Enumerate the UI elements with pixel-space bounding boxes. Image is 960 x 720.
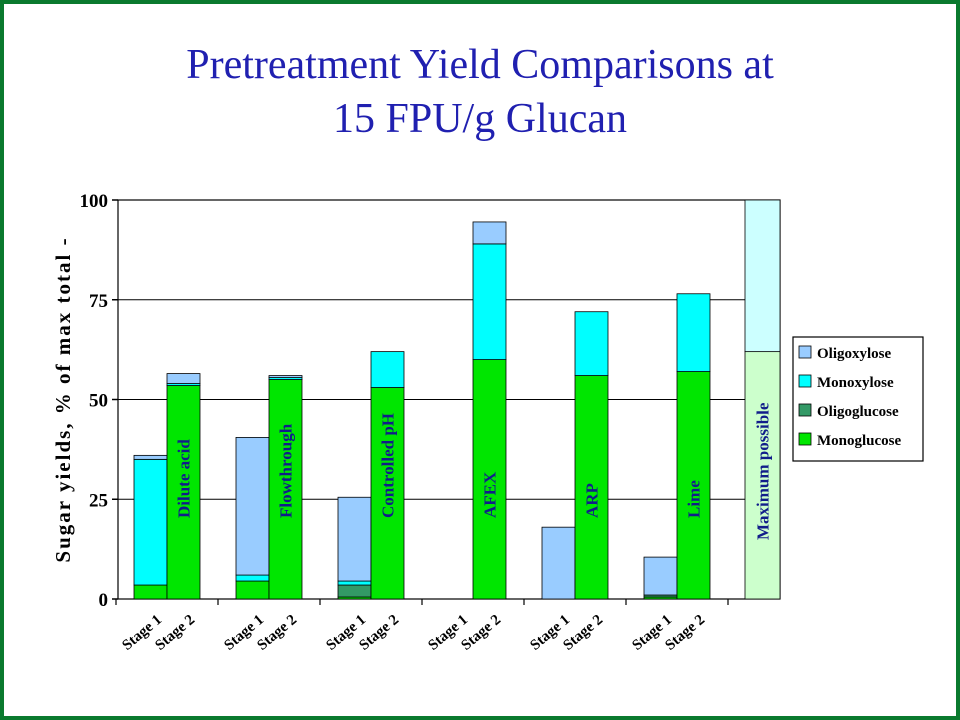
y-tick-label: 0 — [99, 590, 109, 611]
bar-monoxylose — [370, 351, 405, 388]
bar-oligoxylose — [133, 454, 168, 460]
pretreatment-label: ARP — [583, 483, 602, 518]
bar-monoglucose — [574, 375, 609, 600]
legend-swatch — [798, 374, 812, 388]
bar-oligoxylose — [472, 221, 507, 245]
bar-monoxylose — [574, 311, 609, 376]
bar-monoxylose — [472, 243, 507, 360]
bar-oligoxylose — [235, 437, 270, 576]
bar-monoglucose — [268, 379, 303, 600]
bar-oligoglucose — [337, 584, 372, 598]
legend-entry: Oligoglucose — [817, 404, 899, 420]
bar-monoglucose — [370, 387, 405, 600]
legend-swatch — [798, 403, 812, 417]
y-tick-label: 75 — [89, 291, 108, 312]
y-tick-label: 50 — [89, 391, 108, 412]
legend-swatch — [798, 432, 812, 446]
bar-oligoxylose — [268, 375, 303, 378]
bar-oligoxylose — [166, 373, 201, 384]
bar-monoglucose — [472, 359, 507, 600]
bar-monoglucose — [133, 584, 168, 600]
page-title: Pretreatment Yield Comparisons at 15 FPU… — [4, 38, 956, 146]
y-axis-label: Sugar yields, % of max total - — [51, 236, 75, 562]
legend-swatch — [798, 345, 812, 359]
bar-maximum-glucose — [744, 351, 781, 600]
pretreatment-label: Lime — [685, 480, 704, 518]
pretreatment-label: AFEX — [481, 471, 500, 518]
bar-monoxylose — [235, 574, 270, 582]
bar-monoxylose — [337, 580, 372, 586]
legend-entry: Monoglucose — [817, 433, 902, 449]
bar-monoxylose — [676, 293, 711, 372]
y-tick-label: 25 — [89, 490, 108, 511]
bar-monoglucose — [676, 371, 711, 600]
bar-monoxylose — [133, 458, 168, 586]
bar-oligoxylose — [541, 526, 576, 600]
legend-entry: Oligoxylose — [817, 346, 892, 362]
bar-oligoxylose — [337, 496, 372, 582]
bar-maximum-xylose — [744, 199, 781, 353]
pretreatment-label: Flowthrough — [277, 423, 296, 518]
bar-monoglucose — [235, 580, 270, 600]
title-line-1: Pretreatment Yield Comparisons at — [186, 42, 774, 88]
pretreatment-label: Controlled pH — [379, 413, 398, 518]
bar-oligoxylose — [643, 556, 678, 596]
legend — [792, 336, 924, 462]
y-tick-label: 100 — [80, 191, 109, 212]
pretreatment-label: Dilute acid — [175, 439, 194, 518]
legend-entry: Monoxylose — [817, 375, 894, 391]
title-line-2: 15 FPU/g Glucan — [333, 96, 627, 142]
maximum-label: Maximum possible — [754, 402, 773, 540]
